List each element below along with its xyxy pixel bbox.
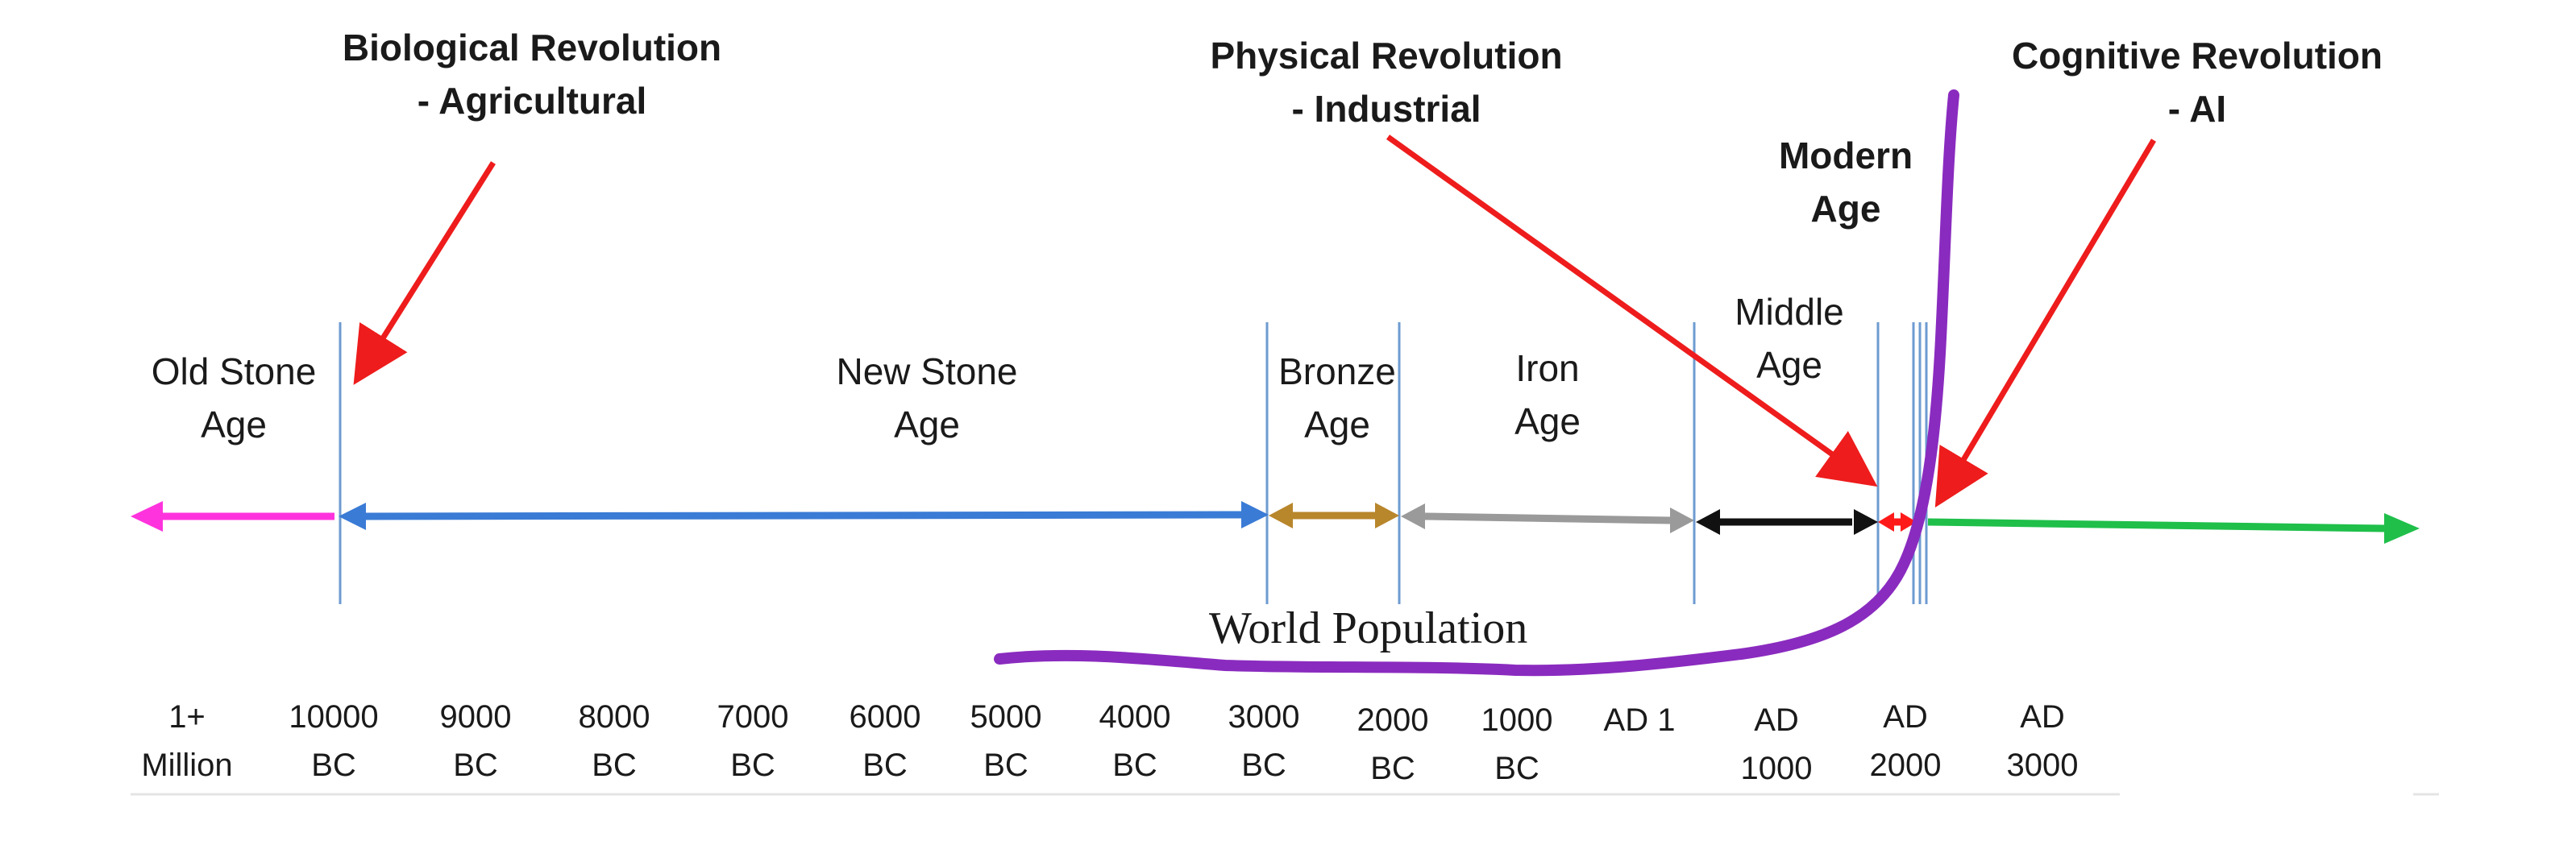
tick-label-line1: 6000 (849, 699, 921, 735)
biological-revolution-subtitle: - Agricultural (417, 80, 647, 122)
tick-label-line1: 1000 (1481, 702, 1553, 738)
tick-label-line2: BC (592, 748, 637, 783)
old-stone-age-arrow (131, 501, 334, 532)
tick-label-line1: 5000 (970, 699, 1042, 735)
cognitive-revolution-subtitle: - AI (2167, 88, 2227, 130)
tick-label-line2: 3000 (2006, 748, 2079, 783)
modern-age-label: Modern Age (1778, 135, 1913, 230)
modern-age-arrow (1878, 512, 1917, 532)
middle-age-arrow (1696, 509, 1878, 535)
tick-label: 6000 BC (812, 693, 958, 789)
tick-label-line1: 4000 (1099, 699, 1171, 735)
tick-label: AD 3000 (1970, 693, 2115, 789)
era-dividers (339, 322, 1928, 604)
new-stone-age-label: New Stone Age (836, 350, 1018, 445)
tick-label-line1: AD 1 (1603, 702, 1676, 738)
tick-label-line1: 8000 (578, 699, 650, 735)
iron-age-arrow (1401, 503, 1694, 533)
middle-age-label: Middle Age (1735, 291, 1844, 386)
industrial-pointer-arrow (1386, 135, 1878, 487)
physical-revolution-label: Physical Revolution - Industrial (1145, 29, 1628, 135)
tick-label-line1: 3000 (1228, 699, 1300, 735)
bronze-age-arrow (1269, 503, 1399, 528)
tick-label-line2: BC (1494, 751, 1539, 786)
tick-label: AD 2000 (1833, 693, 1978, 789)
biological-revolution-title: Biological Revolution (342, 27, 722, 68)
pointer-arrows (353, 135, 2157, 508)
tick-label: 3000 BC (1191, 693, 1336, 789)
ai-pointer-arrow (1934, 139, 2157, 508)
tick-label: 10000 BC (261, 693, 406, 789)
tick-label: 5000 BC (933, 693, 1078, 789)
tick-label-line1: 2000 (1357, 702, 1429, 738)
tick-label-line1: AD (1883, 699, 1928, 735)
tick-label-line1: AD (2020, 699, 2065, 735)
agricultural-pointer-arrow (353, 161, 496, 385)
tick-label-line1: 10000 (289, 699, 379, 735)
tick-label-line2: BC (730, 748, 775, 783)
bronze-age-label: Bronze Age (1278, 350, 1396, 445)
tick-label-line2: BC (1112, 748, 1157, 783)
tick-label: AD 1000 (1704, 696, 1849, 793)
world-population-curve (994, 89, 1959, 677)
tick-label-line2: BC (311, 748, 356, 783)
tick-label: 4000 BC (1062, 693, 1207, 789)
tick-label-line2: Million (141, 748, 233, 783)
new-stone-age-arrow (339, 501, 1269, 530)
tick-label: 9000 BC (403, 693, 548, 789)
tick-label-line2: BC (453, 748, 498, 783)
future-arrow (1927, 513, 2420, 544)
timeline-arrows (131, 501, 2420, 544)
tick-label-line2: 2000 (1869, 748, 1942, 783)
tick-label-line2: BC (983, 748, 1028, 783)
tick-label-line2: 1000 (1740, 751, 1813, 786)
iron-age-label: Iron Age (1514, 347, 1581, 442)
physical-revolution-subtitle: - Industrial (1291, 88, 1481, 130)
tick-label-line1: 9000 (439, 699, 512, 735)
physical-revolution-title: Physical Revolution (1210, 35, 1563, 77)
tick-label: 2000 BC (1320, 696, 1465, 793)
tick-label-line1: AD (1754, 702, 1799, 738)
cognitive-revolution-label: Cognitive Revolution - AI (1955, 29, 2439, 135)
tick-label: 1+ Million (114, 693, 260, 789)
tick-label: 1000 BC (1444, 696, 1589, 793)
cognitive-revolution-title: Cognitive Revolution (2012, 35, 2383, 77)
tick-label: AD 1 (1567, 696, 1712, 744)
tick-label-line1: 1+ (168, 699, 206, 735)
tick-label: 8000 BC (542, 693, 687, 789)
tick-label-line2: BC (862, 748, 908, 783)
tick-label-line2: BC (1370, 751, 1415, 786)
world-population-label: World Population (1209, 603, 1528, 653)
old-stone-age-label: Old Stone Age (151, 350, 317, 445)
tick-label-line2: BC (1241, 748, 1286, 783)
tick-label-line1: 7000 (717, 699, 789, 735)
biological-revolution-label: Biological Revolution - Agricultural (290, 21, 774, 127)
tick-label: 7000 BC (680, 693, 825, 789)
